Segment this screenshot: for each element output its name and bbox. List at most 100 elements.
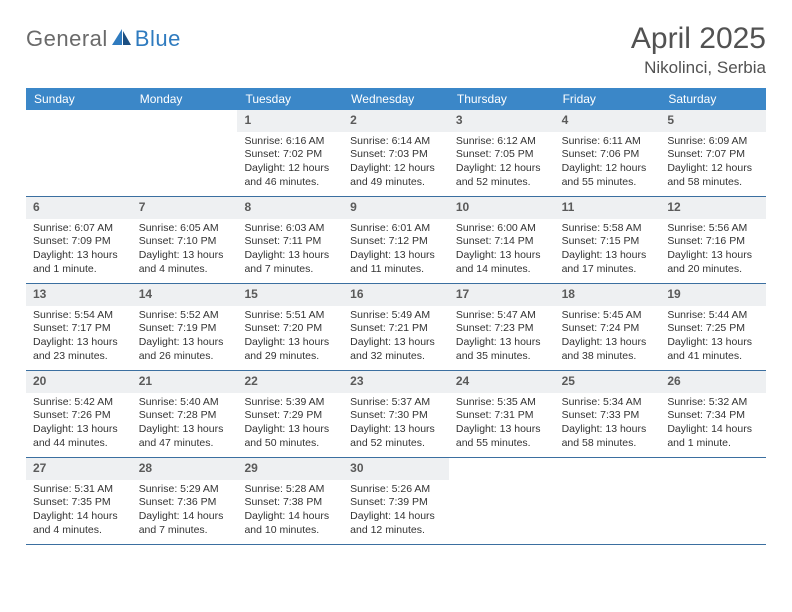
day-number: 22	[237, 371, 343, 393]
day-body: Sunrise: 5:45 AMSunset: 7:24 PMDaylight:…	[555, 309, 661, 364]
sunset-line: Sunset: 7:02 PM	[244, 148, 337, 162]
day-body: Sunrise: 5:40 AMSunset: 7:28 PMDaylight:…	[132, 396, 238, 451]
day-cell	[660, 458, 766, 544]
daylight-line: Daylight: 13 hours and 7 minutes.	[244, 249, 337, 276]
day-cell: 21 Sunrise: 5:40 AMSunset: 7:28 PMDayligh…	[132, 371, 238, 457]
sunset-line: Sunset: 7:15 PM	[562, 235, 655, 249]
sunset-line: Sunset: 7:25 PM	[667, 322, 760, 336]
sunset-line: Sunset: 7:23 PM	[456, 322, 549, 336]
sunset-line: Sunset: 7:31 PM	[456, 409, 549, 423]
day-cell: 11Sunrise: 5:58 AMSunset: 7:15 PMDayligh…	[555, 197, 661, 283]
sunset-line: Sunset: 7:39 PM	[350, 496, 443, 510]
day-cell	[132, 110, 238, 196]
day-body: Sunrise: 5:32 AMSunset: 7:34 PMDaylight:…	[660, 396, 766, 451]
day-body: Sunrise: 5:52 AMSunset: 7:19 PMDaylight:…	[132, 309, 238, 364]
daylight-line: Daylight: 14 hours and 12 minutes.	[350, 510, 443, 537]
day-body: Sunrise: 6:14 AMSunset: 7:03 PMDaylight:…	[343, 135, 449, 190]
daylight-line: Daylight: 13 hours and 26 minutes.	[139, 336, 232, 363]
daylight-line: Daylight: 13 hours and 38 minutes.	[562, 336, 655, 363]
header: General Blue April 2025 Nikolinci, Serbi…	[26, 22, 766, 78]
day-body: Sunrise: 5:49 AMSunset: 7:21 PMDaylight:…	[343, 309, 449, 364]
sunset-line: Sunset: 7:09 PM	[33, 235, 126, 249]
daylight-line: Daylight: 12 hours and 55 minutes.	[562, 162, 655, 189]
day-body: Sunrise: 5:44 AMSunset: 7:25 PMDaylight:…	[660, 309, 766, 364]
day-number: 1	[237, 110, 343, 132]
weekday-header-row: SundayMondayTuesdayWednesdayThursdayFrid…	[26, 88, 766, 110]
sunset-line: Sunset: 7:21 PM	[350, 322, 443, 336]
day-cell: 28Sunrise: 5:29 AMSunset: 7:36 PMDayligh…	[132, 458, 238, 544]
day-body: Sunrise: 5:56 AMSunset: 7:16 PMDaylight:…	[660, 222, 766, 277]
day-body: Sunrise: 5:54 AMSunset: 7:17 PMDaylight:…	[26, 309, 132, 364]
day-number: 9	[343, 197, 449, 219]
sunset-line: Sunset: 7:35 PM	[33, 496, 126, 510]
day-number: 25	[555, 371, 661, 393]
weekday-header: Saturday	[660, 88, 766, 110]
sunset-line: Sunset: 7:11 PM	[244, 235, 337, 249]
title-block: April 2025 Nikolinci, Serbia	[631, 22, 766, 78]
daylight-line: Daylight: 13 hours and 44 minutes.	[33, 423, 126, 450]
sunrise-line: Sunrise: 6:09 AM	[667, 135, 760, 149]
daylight-line: Daylight: 14 hours and 10 minutes.	[244, 510, 337, 537]
daylight-line: Daylight: 13 hours and 58 minutes.	[562, 423, 655, 450]
day-number: 11	[555, 197, 661, 219]
day-cell: 24Sunrise: 5:35 AMSunset: 7:31 PMDayligh…	[449, 371, 555, 457]
day-cell: 16 Sunrise: 5:49 AMSunset: 7:21 PMDayligh…	[343, 284, 449, 370]
day-number: 21	[132, 371, 238, 393]
day-cell: 10Sunrise: 6:00 AMSunset: 7:14 PMDayligh…	[449, 197, 555, 283]
sunrise-line: Sunrise: 6:12 AM	[456, 135, 549, 149]
logo-text-blue: Blue	[135, 26, 181, 52]
daylight-line: Daylight: 13 hours and 20 minutes.	[667, 249, 760, 276]
day-number: 17	[449, 284, 555, 306]
day-number: 30	[343, 458, 449, 480]
daylight-line: Daylight: 12 hours and 46 minutes.	[244, 162, 337, 189]
logo-text-general: General	[26, 26, 108, 52]
day-cell: 20Sunrise: 5:42 AMSunset: 7:26 PMDayligh…	[26, 371, 132, 457]
sunset-line: Sunset: 7:16 PM	[667, 235, 760, 249]
sunrise-line: Sunrise: 5:56 AM	[667, 222, 760, 236]
sunset-line: Sunset: 7:29 PM	[244, 409, 337, 423]
calendar-week: 20Sunrise: 5:42 AMSunset: 7:26 PMDayligh…	[26, 371, 766, 458]
daylight-line: Daylight: 13 hours and 52 minutes.	[350, 423, 443, 450]
day-cell: 7Sunrise: 6:05 AMSunset: 7:10 PMDaylight…	[132, 197, 238, 283]
day-body: Sunrise: 5:47 AMSunset: 7:23 PMDaylight:…	[449, 309, 555, 364]
sunset-line: Sunset: 7:12 PM	[350, 235, 443, 249]
sunrise-line: Sunrise: 6:00 AM	[456, 222, 549, 236]
calendar-week: 27Sunrise: 5:31 AMSunset: 7:35 PMDayligh…	[26, 458, 766, 545]
daylight-line: Daylight: 12 hours and 49 minutes.	[350, 162, 443, 189]
day-number: 16	[343, 284, 449, 306]
day-body: Sunrise: 5:28 AMSunset: 7:38 PMDaylight:…	[237, 483, 343, 538]
day-number: 3	[449, 110, 555, 132]
logo-sail-icon	[112, 29, 132, 50]
weekday-header: Monday	[132, 88, 238, 110]
daylight-line: Daylight: 13 hours and 50 minutes.	[244, 423, 337, 450]
calendar-week: 1Sunrise: 6:16 AMSunset: 7:02 PMDaylight…	[26, 110, 766, 197]
day-cell: 4Sunrise: 6:11 AMSunset: 7:06 PMDaylight…	[555, 110, 661, 196]
day-body: Sunrise: 6:05 AMSunset: 7:10 PMDaylight:…	[132, 222, 238, 277]
day-number: 15	[237, 284, 343, 306]
day-body: Sunrise: 5:31 AMSunset: 7:35 PMDaylight:…	[26, 483, 132, 538]
day-number: 27	[26, 458, 132, 480]
sunrise-line: Sunrise: 5:51 AM	[244, 309, 337, 323]
sunset-line: Sunset: 7:20 PM	[244, 322, 337, 336]
day-body: Sunrise: 6:07 AMSunset: 7:09 PMDaylight:…	[26, 222, 132, 277]
day-cell: 2Sunrise: 6:14 AMSunset: 7:03 PMDaylight…	[343, 110, 449, 196]
day-number: 13	[26, 284, 132, 306]
sunset-line: Sunset: 7:19 PM	[139, 322, 232, 336]
day-cell: 22Sunrise: 5:39 AMSunset: 7:29 PMDayligh…	[237, 371, 343, 457]
day-cell: 19Sunrise: 5:44 AMSunset: 7:25 PMDayligh…	[660, 284, 766, 370]
day-body: Sunrise: 6:03 AMSunset: 7:11 PMDaylight:…	[237, 222, 343, 277]
day-number: 10	[449, 197, 555, 219]
day-cell: 27 Sunrise: 5:31 AMSunset: 7:35 PMDayligh…	[26, 458, 132, 544]
sunset-line: Sunset: 7:33 PM	[562, 409, 655, 423]
sunrise-line: Sunrise: 5:47 AM	[456, 309, 549, 323]
sunrise-line: Sunrise: 5:31 AM	[33, 483, 126, 497]
day-cell: 14Sunrise: 5:52 AMSunset: 7:19 PMDayligh…	[132, 284, 238, 370]
sunset-line: Sunset: 7:07 PM	[667, 148, 760, 162]
sunset-line: Sunset: 7:30 PM	[350, 409, 443, 423]
day-body: Sunrise: 5:51 AMSunset: 7:20 PMDaylight:…	[237, 309, 343, 364]
daylight-line: Daylight: 13 hours and 17 minutes.	[562, 249, 655, 276]
weekday-header: Tuesday	[237, 88, 343, 110]
sunrise-line: Sunrise: 5:45 AM	[562, 309, 655, 323]
location: Nikolinci, Serbia	[631, 58, 766, 78]
sunset-line: Sunset: 7:26 PM	[33, 409, 126, 423]
